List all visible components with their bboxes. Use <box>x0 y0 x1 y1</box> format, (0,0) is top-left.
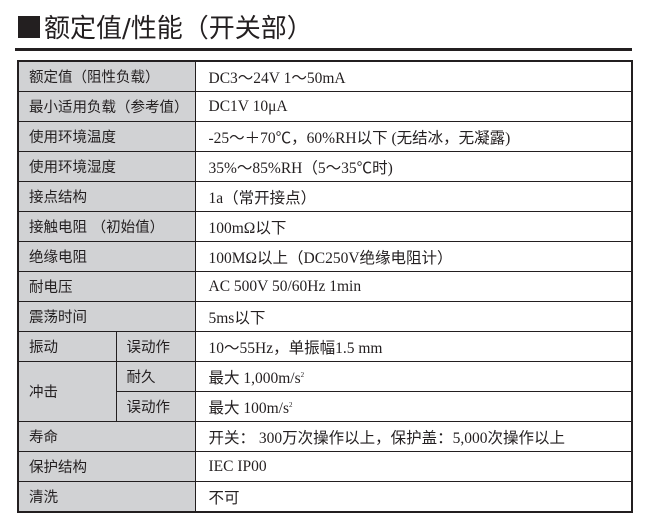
row-label: 使用环境湿度 <box>17 151 196 182</box>
table-row: 冲击 耐久 最大 1,000m/s2 <box>17 361 633 422</box>
table-row: 使用环境湿度 35%～85%RH（5～35℃时) <box>17 151 633 182</box>
value-text: 最大 100m/s <box>208 399 290 417</box>
row-value: 最大 1,000m/s2 <box>194 361 633 392</box>
table-row: 最小适用负载（参考值） DC1V 10μA <box>17 91 633 122</box>
row-value: IEC IP00 <box>194 451 633 482</box>
spec-table: 额定值（阻性负载） DC3～24V 1～50mA 最小适用负载（参考值） DC1V … <box>17 60 633 513</box>
title-rule <box>15 48 632 51</box>
row-value: 10～55Hz，单振幅1.5 mm <box>194 331 633 362</box>
section-title: 额定值/性能（开关部） <box>18 8 313 45</box>
row-label: 绝缘电阻 <box>17 241 196 272</box>
row-value: 开关： 300万次操作以上，保护盖：5,000次操作以上 <box>194 421 633 452</box>
table-row: 耐电压 AC 500V 50/60Hz 1min <box>17 271 633 302</box>
row-label: 额定值（阻性负载） <box>17 60 196 92</box>
row-label: 清洗 <box>17 481 196 513</box>
row-value: DC3～24V 1～50mA <box>194 60 633 92</box>
title-text: 额定值/性能（开关部） <box>44 14 313 44</box>
row-label: 使用环境温度 <box>17 121 196 152</box>
row-label: 接触电阻 （初始值） <box>17 211 196 242</box>
row-value: 5ms以下 <box>194 301 633 332</box>
table-row: 使用环境温度 -25～＋70℃，60%RH以下 (无结冰，无凝露) <box>17 121 633 152</box>
row-label: 震荡时间 <box>17 301 196 332</box>
table-row: 保护结构 IEC IP00 <box>17 451 633 482</box>
row-label: 最小适用负载（参考值） <box>17 91 196 122</box>
table-row: 绝缘电阻 100MΩ以上（DC250V绝缘电阻计） <box>17 241 633 272</box>
square-bullet-icon <box>18 15 40 38</box>
row-value: 100MΩ以上（DC250V绝缘电阻计） <box>194 241 633 272</box>
row-label: 接点结构 <box>17 181 196 212</box>
row-value: -25～＋70℃，60%RH以下 (无结冰，无凝露) <box>194 121 633 152</box>
table-row: 接点结构 1a（常开接点） <box>17 181 633 212</box>
row-sublabel: 误动作 <box>115 331 196 362</box>
row-label: 振动 <box>17 331 117 362</box>
row-value: 35%～85%RH（5～35℃时) <box>194 151 633 182</box>
row-value: 最大 100m/s2 <box>194 391 633 422</box>
row-label: 寿命 <box>17 421 196 452</box>
table-row: 接触电阻 （初始值） 100mΩ以下 <box>17 211 633 242</box>
exponent: 2 <box>300 370 305 379</box>
exponent: 2 <box>289 400 293 409</box>
table-row: 额定值（阻性负载） DC3～24V 1～50mA <box>17 60 633 92</box>
row-value: 100mΩ以下 <box>194 211 633 242</box>
row-label: 冲击 <box>17 361 117 422</box>
table-row: 寿命 开关： 300万次操作以上，保护盖：5,000次操作以上 <box>17 421 633 452</box>
row-value: 不可 <box>194 481 633 513</box>
row-label: 耐电压 <box>17 271 196 302</box>
row-value: 1a（常开接点） <box>194 181 633 212</box>
table-row: 清洗 不可 <box>17 481 633 513</box>
table-row: 震荡时间 5ms以下 <box>17 301 633 332</box>
row-label: 保护结构 <box>17 451 196 482</box>
row-sublabel: 误动作 <box>115 391 196 422</box>
row-sublabel: 耐久 <box>115 361 196 392</box>
table-row: 振动 误动作 10～55Hz，单振幅1.5 mm <box>17 331 633 362</box>
row-value: AC 500V 50/60Hz 1min <box>194 271 633 302</box>
value-text: 最大 1,000m/s <box>208 369 301 387</box>
row-value: DC1V 10μA <box>194 91 633 122</box>
table-row: 误动作 最大 100m/s2 <box>18 391 633 422</box>
